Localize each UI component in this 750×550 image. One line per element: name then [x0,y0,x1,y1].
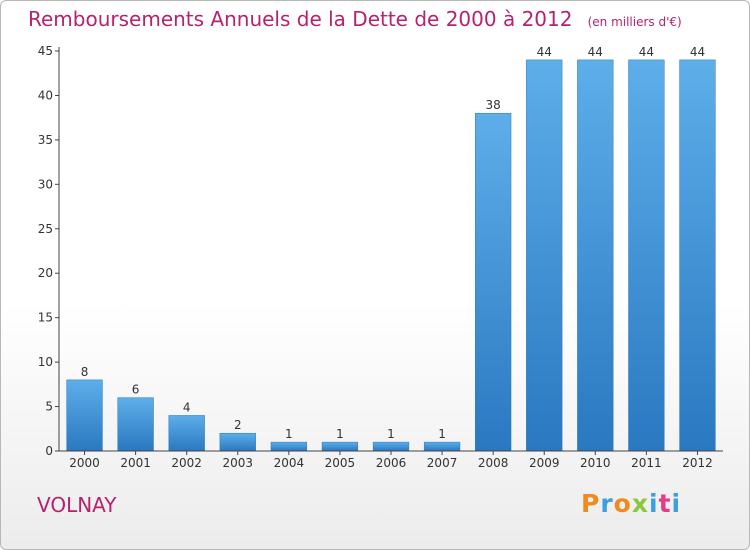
x-tick-label: 2012 [682,456,713,470]
bar-2009 [526,59,563,452]
value-labels-layer: 8 6 4 2 1 1 1 1 38 44 44 44 44 [81,45,705,441]
x-tick-label: 2009 [529,456,560,470]
logo-letter: i [671,489,682,518]
bar-2010 [577,59,614,452]
value-label-2010: 44 [588,45,603,59]
x-tick-label: 2003 [222,456,253,470]
y-tick-label: 45 [38,44,53,58]
logo-letter: P [581,489,601,518]
value-label-2005: 1 [336,427,344,441]
axes-layer: 2000 2001 2002 2003 2004 2005 2006 2007 2008 2009… [38,44,723,470]
value-label-2012: 44 [690,45,705,59]
bar-2000 [66,379,103,452]
x-tick-label: 2007 [427,456,458,470]
x-tick-label: 2002 [171,456,202,470]
x-tick-label: 2001 [120,456,151,470]
y-tick-label: 10 [38,355,53,369]
bar-2002 [168,415,205,452]
bars-layer [66,59,716,452]
bar-2012 [679,59,716,452]
x-tick-label: 2010 [580,456,611,470]
logo-letter: o [613,489,632,518]
value-label-2011: 44 [639,45,654,59]
y-tick-label: 0 [45,444,53,458]
value-label-2004: 1 [285,427,293,441]
chart-subtitle: (en milliers d'€) [587,15,682,29]
x-tick-label: 2008 [478,456,509,470]
bar-2007 [423,441,461,452]
y-tick-label: 35 [38,133,53,147]
proxiti-logo: Proxiti [581,489,681,518]
y-tick-label: 5 [45,400,53,414]
x-tick-label: 2006 [376,456,407,470]
value-label-2002: 4 [183,400,191,414]
x-tick-label: 2011 [631,456,662,470]
logo-letter: x [631,489,649,518]
bar-2004 [270,441,307,452]
x-tick-label: 2005 [325,456,356,470]
value-label-2009: 44 [537,45,552,59]
value-label-2006: 1 [387,427,395,441]
value-label-2001: 6 [132,383,140,397]
y-tick-label: 20 [38,266,53,280]
x-tick-label: 2004 [274,456,305,470]
bar-2005 [321,441,359,452]
bar-2008 [475,112,512,452]
value-label-2007: 1 [438,427,446,441]
location-name: VOLNAY [37,493,117,517]
logo-letter: t [658,489,672,518]
y-tick-label: 15 [38,311,53,325]
y-tick-label: 25 [38,222,53,236]
y-tick-label: 40 [38,88,53,102]
bar-2003 [219,432,256,452]
y-tick-label: 30 [38,177,53,191]
value-label-2008: 38 [486,98,501,112]
logo-letter: r [600,489,614,518]
bar-2001 [117,397,154,452]
logo-letter: i [649,489,659,518]
x-tick-label: 2000 [69,456,100,470]
title-block: Remboursements Annuels de la Dette de 20… [28,7,682,31]
bar-2006 [372,441,410,452]
value-label-2000: 8 [81,365,89,379]
value-label-2003: 2 [234,418,242,432]
bar-2011 [628,59,665,452]
chart-title: Remboursements Annuels de la Dette de 20… [28,7,573,31]
